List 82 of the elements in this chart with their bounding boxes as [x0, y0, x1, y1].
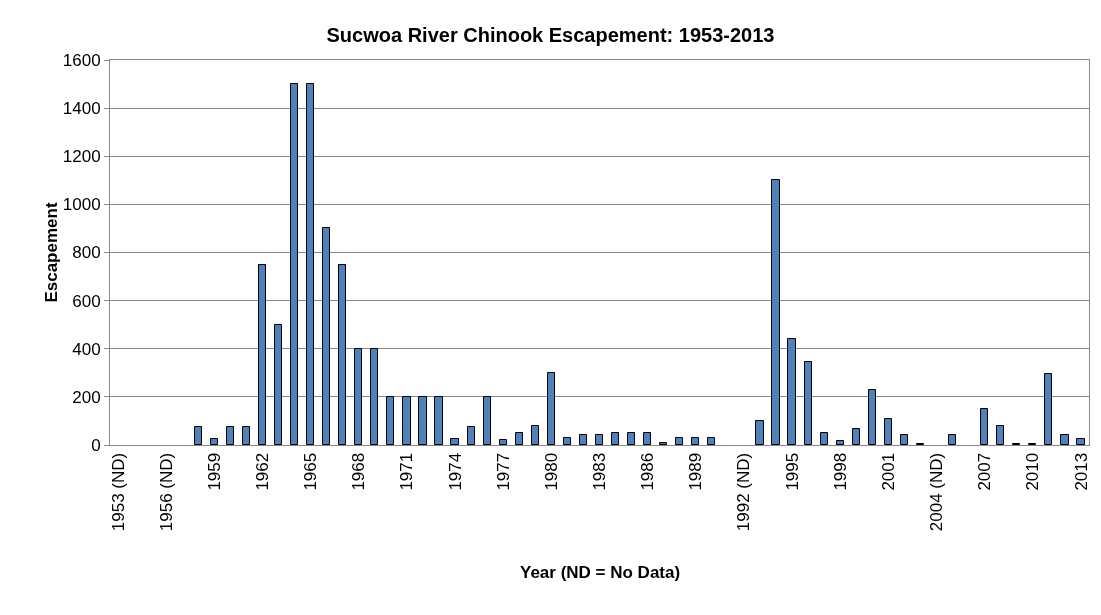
- bar: [322, 227, 330, 445]
- x-tick-label: 2013: [1071, 452, 1091, 491]
- y-tick-label: 800: [72, 243, 101, 263]
- x-tick-label: 1989: [686, 452, 706, 491]
- x-tick-label: 1965: [301, 452, 321, 491]
- bar: [980, 408, 988, 445]
- y-tick-label: 200: [72, 387, 101, 407]
- bar: [643, 432, 651, 445]
- bar: [852, 428, 860, 445]
- x-tick-label: 1968: [349, 452, 369, 491]
- y-tick-label: 400: [72, 339, 101, 359]
- bar: [659, 442, 667, 445]
- bar: [804, 361, 812, 445]
- bar: [884, 418, 892, 445]
- bar: [627, 432, 635, 445]
- x-tick-label: 1977: [493, 452, 513, 491]
- x-tick-label: 2010: [1023, 452, 1043, 491]
- x-tick-label: 1956 (ND): [156, 452, 176, 532]
- bar: [338, 264, 346, 445]
- x-tick-label: 1986: [638, 452, 658, 491]
- bar: [691, 437, 699, 445]
- x-tick-label: 1983: [590, 452, 610, 491]
- y-tick-label: 1000: [62, 195, 101, 215]
- y-tick-label: 1600: [62, 50, 101, 70]
- x-tick-label: 1998: [830, 452, 850, 491]
- bar: [483, 396, 491, 445]
- bar: [900, 434, 908, 445]
- bar: [1076, 438, 1085, 445]
- bar: [290, 83, 298, 445]
- bar: [755, 420, 764, 445]
- bar: [467, 426, 475, 445]
- x-tick-label: 1980: [541, 452, 561, 491]
- bar: [1044, 373, 1052, 445]
- x-tick-label: 1971: [397, 452, 417, 491]
- x-tick-label: 1959: [204, 452, 224, 491]
- bar: [306, 83, 314, 445]
- y-tick-label: 600: [72, 291, 101, 311]
- x-tick-label: 1962: [252, 452, 272, 491]
- chart-title: Sucwoa River Chinook Escapement: 1953-2013: [326, 23, 775, 46]
- x-tick-label: 1992 (ND): [734, 452, 754, 532]
- bar: [868, 389, 876, 445]
- bar: [836, 440, 844, 445]
- bar: [1060, 434, 1069, 445]
- bar: [820, 432, 828, 445]
- bar: [547, 372, 555, 445]
- x-tick-label: 1953 (ND): [108, 452, 128, 532]
- bar: [787, 338, 796, 445]
- bar: [354, 348, 362, 445]
- bar: [563, 437, 571, 445]
- bar: [771, 179, 780, 445]
- x-tick-label: 2004 (ND): [927, 452, 947, 532]
- bar: [531, 425, 539, 445]
- bar: [499, 439, 507, 445]
- bar: [402, 396, 411, 445]
- x-tick-label: 2001: [878, 452, 898, 491]
- bar: [675, 437, 683, 445]
- bar: [194, 426, 202, 445]
- y-axis-title: Escapement: [41, 202, 61, 303]
- bar: [948, 434, 956, 445]
- bar: [996, 425, 1004, 445]
- x-tick-label: 1974: [445, 452, 465, 491]
- x-tick-label: 1995: [782, 452, 802, 491]
- y-tick-label: 1200: [62, 147, 101, 167]
- bar: [370, 348, 378, 445]
- bar: [579, 434, 587, 445]
- x-tick-label: 2007: [975, 452, 995, 491]
- bar: [418, 396, 427, 445]
- bar: [242, 426, 250, 445]
- bar: [386, 396, 394, 445]
- bar: [611, 432, 619, 445]
- bar: [450, 438, 459, 445]
- bar: [210, 438, 218, 445]
- bar: [515, 432, 523, 445]
- bar: [707, 437, 715, 445]
- bar: [595, 434, 603, 445]
- bar: [274, 324, 282, 445]
- y-tick-label: 0: [91, 435, 101, 455]
- bar: [434, 396, 443, 445]
- bar: [258, 264, 266, 445]
- y-tick-label: 1400: [62, 99, 101, 119]
- bar: [226, 426, 234, 445]
- x-axis-title: Year (ND = No Data): [520, 563, 681, 582]
